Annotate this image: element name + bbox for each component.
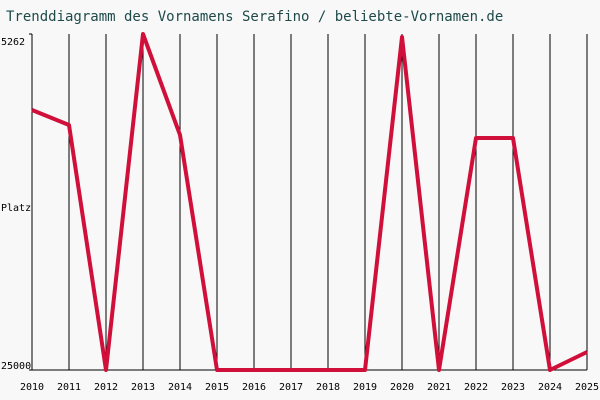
x-tick-label: 2023: [501, 382, 525, 393]
y-tick-label: 25000: [1, 361, 31, 372]
x-tick-label: 2013: [131, 382, 155, 393]
x-tick-label: 2017: [279, 382, 303, 393]
x-tick-label: 2014: [168, 382, 192, 393]
x-tick-label: 2016: [242, 382, 266, 393]
y-tick-label: 5262: [1, 37, 25, 48]
x-tick-label: 2024: [538, 382, 562, 393]
data-line: [31, 32, 588, 372]
x-tick-label: 2019: [353, 382, 377, 393]
x-tick-label: 2022: [464, 382, 488, 393]
x-tick-label: 2012: [94, 382, 118, 393]
y-axis-label: Platz: [1, 203, 31, 214]
x-tick-label: 2015: [205, 382, 229, 393]
x-tick-label: 2025: [575, 382, 599, 393]
x-tick-label: 2020: [390, 382, 414, 393]
x-tick-label: 2010: [20, 382, 44, 393]
x-tick-label: 2011: [57, 382, 81, 393]
x-tick-label: 2021: [427, 382, 451, 393]
chart-title: Trenddiagramm des Vornamens Serafino / b…: [6, 9, 503, 25]
x-tick-label: 2018: [316, 382, 340, 393]
